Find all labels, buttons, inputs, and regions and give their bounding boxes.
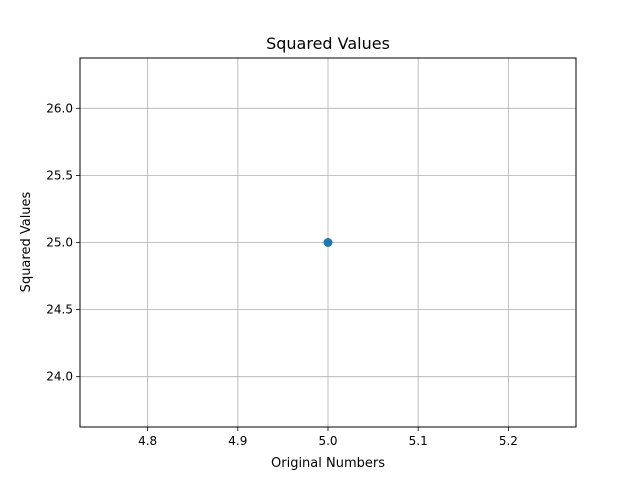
x-axis-label: Original Numbers [271, 456, 385, 471]
y-tick-label: 26.0 [46, 101, 73, 115]
x-tick-label: 4.9 [228, 434, 247, 448]
x-tick-label: 4.8 [138, 434, 157, 448]
data-points [323, 238, 333, 247]
x-tick-label: 5.2 [499, 434, 518, 448]
chart-title: Squared Values [266, 34, 390, 53]
y-tick-label: 24.0 [46, 370, 73, 384]
y-tick-label: 25.5 [46, 168, 73, 182]
x-tick-label: 5.0 [318, 434, 337, 448]
data-point [323, 238, 333, 247]
axis-ticks: 4.8 4.9 5.0 5.1 5.2 24.0 24.5 25.0 25.5 26.0 [46, 101, 518, 448]
x-tick-label: 5.1 [409, 434, 428, 448]
y-tick-label: 25.0 [46, 236, 73, 250]
y-axis-label: Squared Values [19, 191, 34, 292]
y-tick-label: 24.5 [46, 303, 73, 317]
